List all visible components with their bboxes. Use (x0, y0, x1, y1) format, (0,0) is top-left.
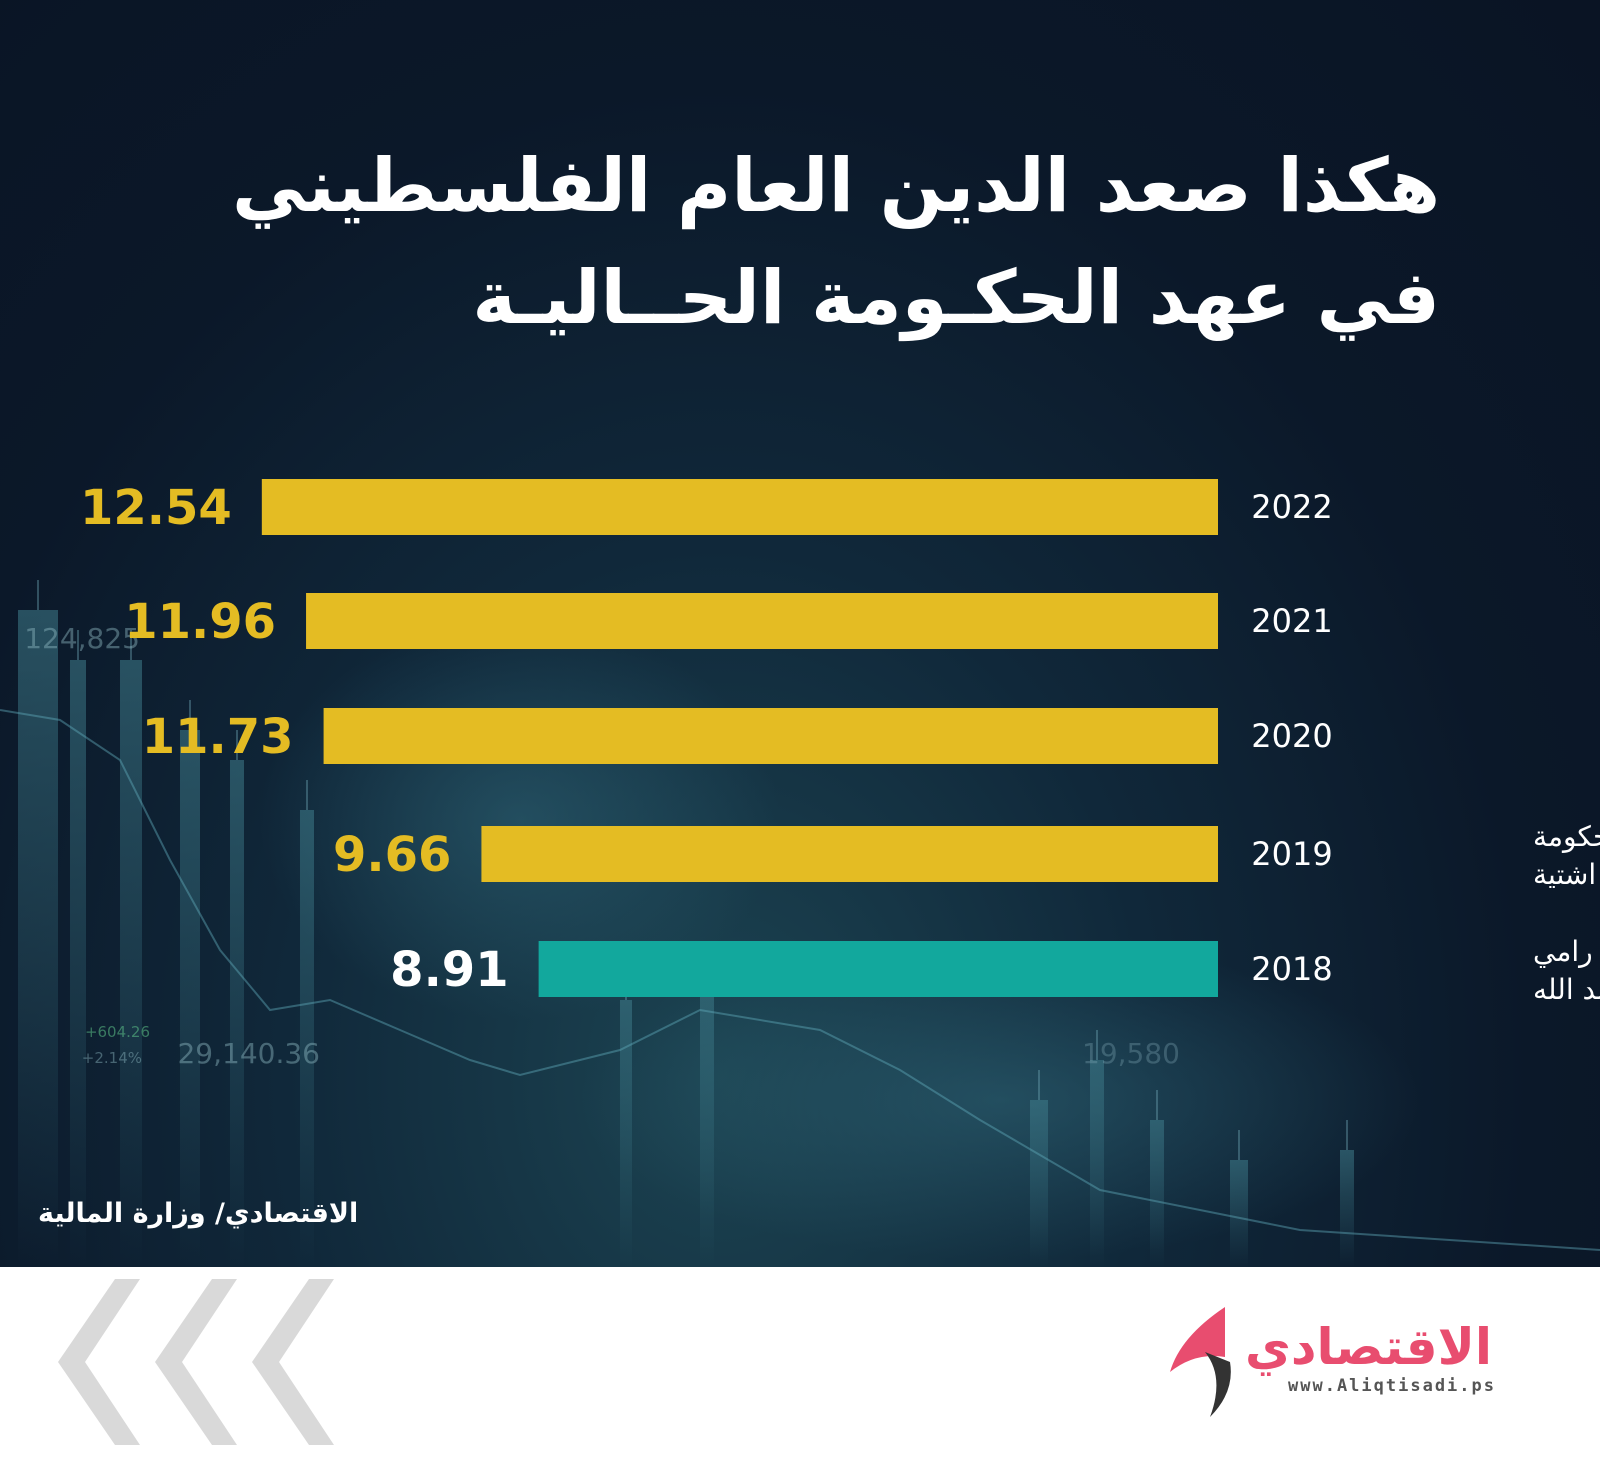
value-label-2020: 11.73 (142, 709, 294, 765)
source-credit: الاقتصادي/ وزارة المالية (38, 1198, 359, 1229)
bar-2021 (306, 593, 1218, 649)
decor-candle (230, 760, 244, 1267)
decor-candle (300, 810, 314, 1267)
infographic-poster: 124,825 29,140.36 +604.26 +2.14% 19,580 … (0, 0, 1600, 1267)
footer-bar: الاقتصادي www.Aliqtisadi.ps (0, 1267, 1600, 1462)
category-label-2018: 2018 (1251, 950, 1332, 988)
decor-candle (1230, 1160, 1248, 1267)
decor-candle (70, 660, 86, 1267)
decor-candle (120, 660, 142, 1267)
title-line: هكذا صعد الدين العام الفلسطيني (231, 143, 1440, 229)
decor-candle (1150, 1120, 1164, 1267)
value-label-2018: 8.91 (390, 942, 508, 998)
value-label-2019: 9.66 (333, 827, 451, 883)
brand-url: www.Aliqtisadi.ps (1288, 1376, 1496, 1396)
bar-2020 (323, 708, 1218, 764)
brand-logo-icon (1170, 1307, 1231, 1417)
bar-chart: 12.54 2022 11.96 2021 11.73 2020 9.66 2019 8.91 2… (79, 479, 1600, 1006)
category-label-2019: 2019 (1251, 835, 1332, 873)
group-label: الحمد الله (1533, 973, 1600, 1006)
bar-2019 (481, 826, 1218, 882)
page-title: هكذا صعد الدين العام الفلسطيني في عهد ال… (140, 130, 1440, 354)
decor-candle (700, 980, 714, 1267)
group-label: حكومة رامي (1533, 935, 1600, 968)
group-label: حكومة (1533, 820, 1600, 853)
decor-candle (1030, 1100, 1048, 1267)
category-label-2022: 2022 (1251, 488, 1332, 526)
decor-candle (180, 730, 200, 1267)
bar-2018 (538, 941, 1218, 997)
value-label-2021: 11.96 (124, 594, 276, 650)
decor-candle (1090, 1060, 1104, 1267)
decor-candle (18, 610, 58, 1267)
chevron-arrows-icon (58, 1279, 1231, 1445)
ticker-label: +604.26 (85, 1023, 150, 1041)
ticker-label: 29,140.36 (177, 1037, 320, 1070)
value-label-2022: 12.54 (80, 480, 232, 536)
category-label-2020: 2020 (1251, 717, 1332, 755)
bar-2022 (261, 479, 1218, 535)
brand-name: الاقتصادي (1245, 1318, 1493, 1376)
ticker-label: 124,825 (24, 622, 140, 655)
category-label-2021: 2021 (1251, 602, 1332, 640)
title-line: في عهد الحكـومة الحــاليـة (472, 255, 1440, 341)
ticker-label: 19,580 (1082, 1037, 1180, 1070)
decor-candle (1340, 1150, 1354, 1267)
ticker-label: +2.14% (82, 1049, 142, 1067)
decor-candle (620, 1000, 632, 1267)
group-label: محمد اشتية (1533, 858, 1600, 891)
